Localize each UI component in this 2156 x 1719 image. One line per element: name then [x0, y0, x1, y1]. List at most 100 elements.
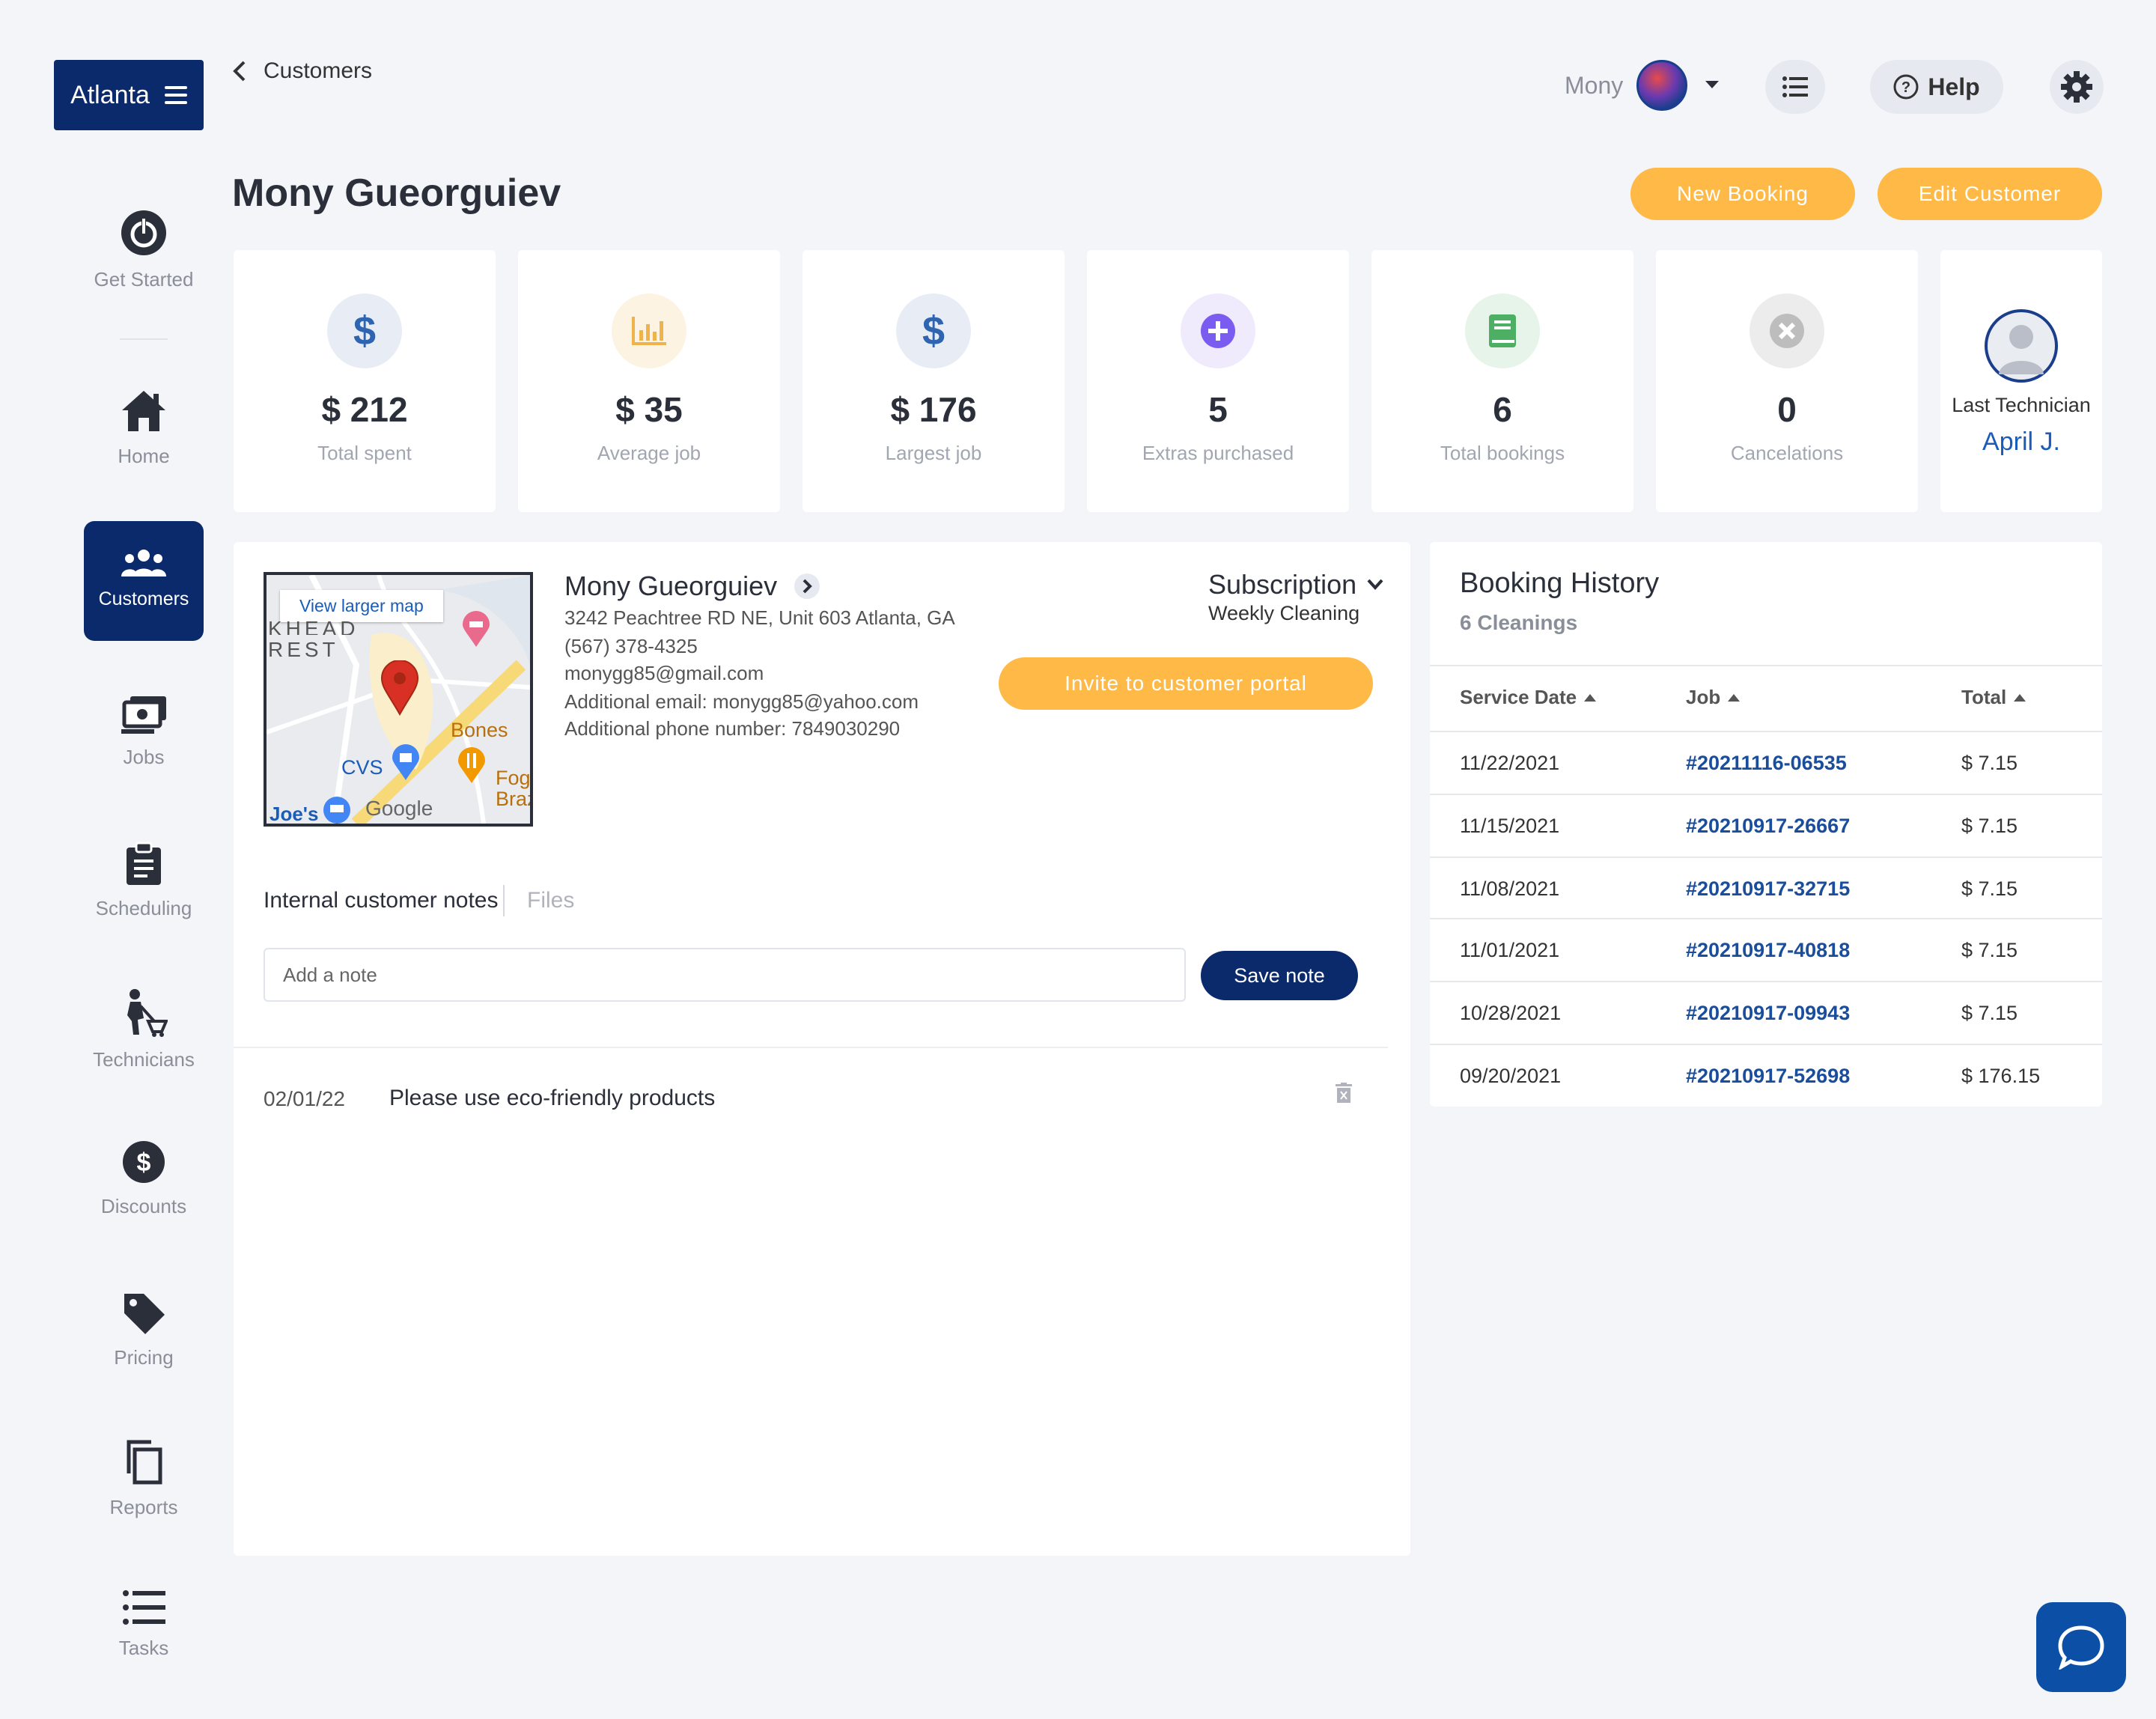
customer-name-row[interactable]: Mony Gueorguiev — [564, 571, 820, 602]
stat-value: $ 176 — [890, 390, 977, 429]
column-label: Job — [1686, 686, 1721, 708]
user-name: Mony — [1565, 72, 1624, 99]
job-link[interactable]: #20210917-26667 — [1686, 815, 1851, 837]
last-technician-name[interactable]: April J. — [1982, 428, 2060, 456]
nav-divider — [120, 338, 168, 340]
list-icon — [123, 1590, 165, 1625]
job-link[interactable]: #20210917-40818 — [1686, 939, 1851, 961]
new-booking-button[interactable]: New Booking — [1630, 168, 1855, 220]
stat-label: Cancelations — [1730, 442, 1844, 464]
edit-customer-button[interactable]: Edit Customer — [1878, 168, 2102, 220]
nav-home[interactable]: Home — [54, 388, 234, 468]
map-label: Braz — [496, 788, 533, 810]
tag-icon — [124, 1294, 165, 1334]
help-button[interactable]: ? Help — [1870, 60, 2003, 114]
nav-jobs[interactable]: Jobs — [54, 695, 234, 769]
total-cell: $ 7.15 — [1961, 877, 2018, 900]
stat-cancelations: 0 Cancelations — [1656, 250, 1918, 512]
total-cell: $ 176.15 — [1961, 1065, 2041, 1087]
subscription-dropdown[interactable]: Subscription — [1208, 569, 1383, 600]
invite-portal-button[interactable]: Invite to customer portal — [999, 657, 1373, 710]
list-icon — [1782, 76, 1808, 97]
shopping-marker-icon — [392, 744, 419, 780]
task-list-button[interactable] — [1765, 60, 1825, 114]
column-service-date[interactable]: Service Date — [1460, 686, 1597, 709]
cleaner-icon — [127, 989, 168, 1037]
service-date-cell: 11/01/2021 — [1460, 939, 1560, 961]
nav-customers[interactable]: Customers — [84, 521, 204, 641]
customer-additional-email: Additional email: monygg85@yahoo.com — [564, 690, 919, 713]
stat-value: 5 — [1208, 390, 1228, 429]
column-job[interactable]: Job — [1686, 686, 1741, 709]
map-label: CVS — [341, 756, 383, 779]
stat-label: Average job — [597, 442, 701, 464]
location-menu-button[interactable]: Atlanta — [54, 60, 204, 130]
chevron-down-icon[interactable] — [1704, 79, 1720, 90]
save-note-button[interactable]: Save note — [1201, 951, 1358, 1000]
table-row: 11/15/2021 #20210917-26667 $ 7.15 — [1430, 794, 2102, 857]
settings-button[interactable] — [2050, 60, 2104, 114]
nav-pricing[interactable]: Pricing — [54, 1291, 234, 1369]
trash-icon[interactable] — [1336, 1083, 1352, 1104]
stat-label: Largest job — [885, 442, 982, 464]
notes-divider — [234, 1047, 1388, 1048]
customer-email: monygg85@gmail.com — [564, 662, 764, 684]
plus-circle-icon — [1181, 293, 1255, 368]
home-icon — [122, 391, 165, 431]
nav-discounts[interactable]: $ Discounts — [54, 1140, 234, 1218]
job-link[interactable]: #20211116-06535 — [1686, 752, 1847, 774]
nav-label: Pricing — [114, 1346, 174, 1369]
restaurant-marker-icon — [458, 747, 485, 783]
view-larger-map-link[interactable]: View larger map — [280, 590, 443, 622]
map[interactable]: View larger map KHEAD REST Bones CVS Fog… — [264, 572, 533, 827]
job-link[interactable]: #20210917-09943 — [1686, 1002, 1851, 1024]
nav-label: Jobs — [123, 746, 165, 768]
tab-files[interactable]: Files — [527, 888, 575, 913]
stat-average-job: $ 35 Average job — [518, 250, 780, 512]
stat-largest-job: $ $ 176 Largest job — [803, 250, 1065, 512]
copy-icon — [127, 1440, 162, 1485]
table-row: 11/01/2021 #20210917-40818 $ 7.15 — [1430, 918, 2102, 981]
total-cell: $ 7.15 — [1961, 939, 2018, 961]
customer-name: Mony Gueorguiev — [564, 571, 778, 601]
last-technician-card[interactable]: Last Technician April J. — [1940, 250, 2102, 512]
map-label: Fog — [496, 767, 531, 789]
history-divider — [1430, 665, 2102, 666]
nav-label: Home — [118, 445, 170, 467]
nav-tasks[interactable]: Tasks — [54, 1589, 234, 1660]
nav-label: Tasks — [118, 1637, 169, 1659]
job-link[interactable]: #20210917-32715 — [1686, 877, 1851, 900]
cart-marker-icon — [323, 797, 350, 824]
map-label: KHEAD — [268, 620, 359, 635]
subscription-plan: Weekly Cleaning — [1208, 602, 1360, 624]
service-date-cell: 11/22/2021 — [1460, 752, 1560, 774]
note-input[interactable] — [264, 948, 1186, 1002]
tab-internal-notes[interactable]: Internal customer notes — [264, 888, 499, 913]
table-row: 10/28/2021 #20210917-09943 $ 7.15 — [1430, 981, 2102, 1044]
avatar[interactable] — [1636, 60, 1687, 111]
stat-value: 0 — [1777, 390, 1797, 429]
stat-value: 6 — [1493, 390, 1512, 429]
nav-get-started[interactable]: Get Started — [54, 208, 234, 291]
breadcrumb[interactable]: Customers — [232, 58, 372, 84]
chevron-right-circle-icon[interactable] — [794, 573, 820, 600]
svg-text:$: $ — [137, 1148, 151, 1177]
nav-scheduling[interactable]: Scheduling — [54, 842, 234, 920]
nav-technicians[interactable]: Technicians — [54, 988, 234, 1071]
book-icon — [1465, 293, 1540, 368]
note-date: 02/01/22 — [264, 1087, 345, 1110]
job-link[interactable]: #20210917-52698 — [1686, 1065, 1851, 1087]
table-row: 11/22/2021 #20211116-06535 $ 7.15 — [1430, 731, 2102, 794]
column-total[interactable]: Total — [1961, 686, 2026, 709]
last-technician-label: Last Technician — [1952, 394, 2091, 416]
stat-label: Extras purchased — [1142, 442, 1294, 464]
question-circle-icon: ? — [1893, 74, 1919, 100]
money-icon — [121, 696, 166, 734]
customer-phone: (567) 378-4325 — [564, 635, 698, 657]
nav-label: Reports — [109, 1496, 178, 1518]
hamburger-icon — [164, 86, 187, 104]
nav-reports[interactable]: Reports — [54, 1439, 234, 1519]
chat-button[interactable] — [2036, 1602, 2126, 1692]
total-cell: $ 7.15 — [1961, 752, 2018, 774]
total-cell: $ 7.15 — [1961, 1002, 2018, 1024]
